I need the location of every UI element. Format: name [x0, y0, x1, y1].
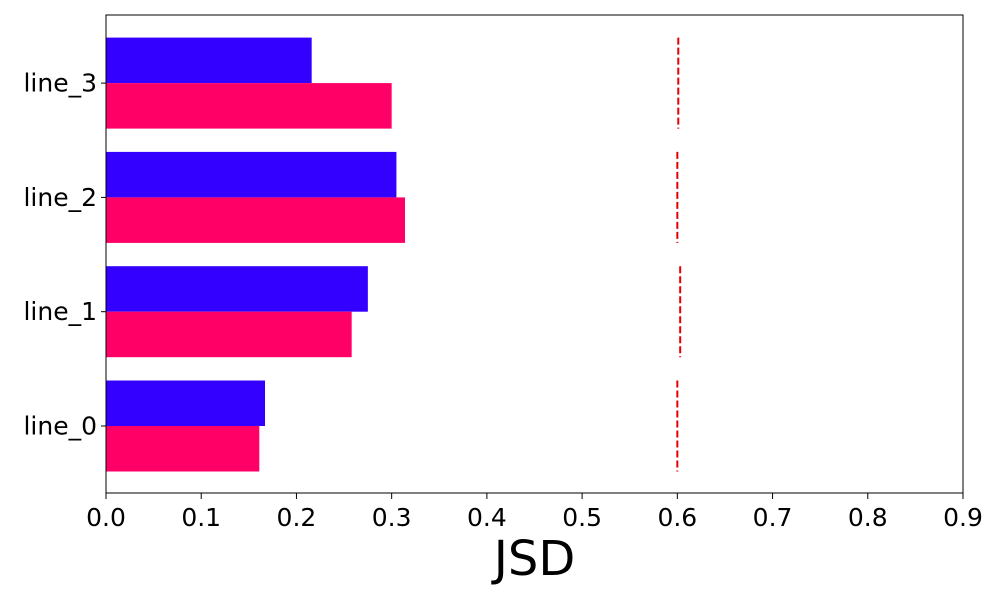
plot-frame	[105, 14, 964, 494]
y-tick-label: line_0	[23, 412, 97, 441]
x-tick-label: 0.0	[86, 503, 126, 532]
x-tick-label: 0.6	[657, 503, 697, 532]
x-tick-label: 0.2	[277, 503, 317, 532]
x-tick-label: 0.8	[848, 503, 888, 532]
bar-line_3-series-0	[106, 37, 312, 84]
x-axis-ticks: 0.0 0.1 0.2 0.3 0.4 0.5 0.6 0.7 0.8 0.9	[86, 493, 983, 532]
bar-line_2-series-0	[106, 151, 397, 198]
reference-lines-layer	[676, 37, 682, 472]
y-axis-ticks: line_0 line_1 line_2 line_3	[23, 69, 106, 441]
x-tick-label: 0.3	[372, 503, 412, 532]
bar-line_1-series-1	[106, 311, 352, 358]
x-tick-label: 0.5	[562, 503, 602, 532]
y-tick-label: line_1	[23, 297, 97, 326]
bar-line_3-series-1	[106, 83, 392, 129]
bars-layer	[106, 37, 405, 472]
x-tick-label: 0.4	[467, 503, 507, 532]
bar-line_1-series-0	[106, 266, 368, 312]
bar-line_0-series-0	[106, 380, 266, 426]
x-tick-label: 0.1	[181, 503, 221, 532]
bar-line_0-series-1	[106, 426, 260, 472]
x-axis-label: JSD	[491, 531, 576, 587]
x-tick-label: 0.7	[753, 503, 793, 532]
bar-line_2-series-1	[106, 197, 405, 243]
x-tick-label: 0.9	[943, 503, 983, 532]
y-tick-label: line_3	[23, 69, 97, 98]
y-tick-label: line_2	[23, 183, 97, 212]
